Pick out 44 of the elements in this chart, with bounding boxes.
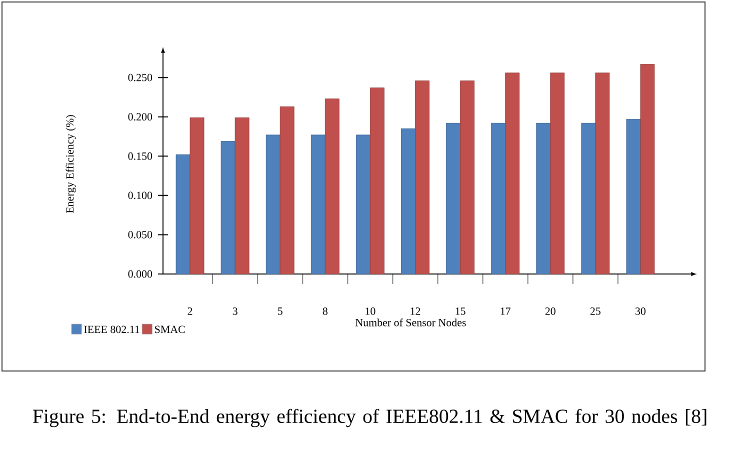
x-tick-label: 2 [188, 308, 192, 315]
bar [460, 80, 474, 274]
bar [536, 122, 551, 274]
x-tick-label: 15 [456, 308, 466, 315]
x-axis-title: Number of Sensor Nodes [355, 318, 466, 326]
bar [220, 141, 236, 274]
x-tick-label: 10 [366, 308, 376, 315]
y-tick-label: 0.250 [128, 74, 152, 82]
bar [310, 134, 326, 274]
y-axis-title: Energy Efficiency (%) [66, 115, 76, 214]
bar [370, 88, 384, 274]
y-tick-label: 0.150 [128, 152, 152, 160]
bar [190, 117, 204, 274]
bar [550, 72, 565, 274]
caption: Figure 5: End-to-End energy efficiency of IEEE802.11 & SMAC for 30 nodes [8] [32, 408, 706, 428]
y-tick-label: 0.000 [128, 270, 152, 278]
x-tick-label: 12 [410, 308, 420, 315]
y-tick-label: 0.100 [128, 192, 152, 200]
bar [324, 98, 340, 274]
bar [640, 64, 655, 274]
y-tick-label: 0.050 [128, 230, 152, 238]
legend-label: IEEE 802.11 [84, 326, 140, 334]
bar [595, 72, 610, 274]
bar [234, 117, 250, 274]
x-tick-label: 5 [278, 308, 282, 315]
bar [626, 119, 641, 274]
x-tick-label: 20 [545, 308, 556, 315]
bar [401, 128, 416, 274]
x-tick-label: 25 [590, 308, 600, 315]
legend-label: SMAC [155, 326, 185, 334]
x-tick-label: 17 [500, 308, 510, 315]
bar [176, 154, 190, 274]
bar [491, 122, 506, 274]
bar [446, 122, 460, 274]
x-tick-label: 3 [232, 308, 238, 315]
bar [505, 72, 520, 274]
x-tick-label: 30 [636, 308, 646, 315]
bar [415, 80, 430, 274]
y-tick-label: 0.200 [128, 113, 152, 121]
bar [581, 122, 596, 274]
bar [356, 134, 370, 274]
bar [266, 134, 280, 274]
bar [280, 106, 294, 274]
x-tick-label: 8 [322, 308, 328, 315]
